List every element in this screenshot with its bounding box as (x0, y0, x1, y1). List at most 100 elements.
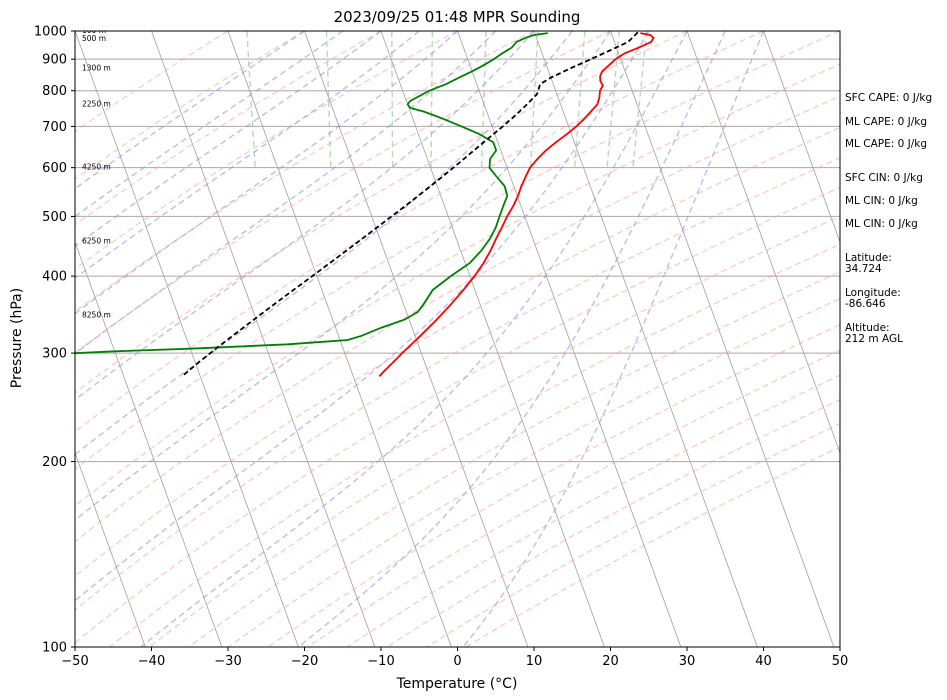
y-tick-label: 700 (42, 120, 67, 135)
isotherm (227, 31, 452, 647)
y-tick-label: 500 (42, 210, 67, 225)
mixing-ratio-line (574, 31, 586, 168)
x-tick-label: 50 (832, 654, 849, 669)
dry-adiabat (75, 63, 840, 507)
y-axis-label: Pressure (hPa) (9, 288, 25, 388)
x-tick-label: −20 (291, 654, 318, 669)
latitude-label: Latitude: (845, 252, 892, 264)
dry-adiabat (188, 271, 840, 647)
mixing-ratio-line (480, 31, 487, 168)
dry-adiabat (75, 31, 305, 180)
ml-cin-label-2: ML CIN: 0 J/kg (845, 218, 918, 230)
height-label: 1300 m (82, 63, 111, 72)
mixing-ratio-line (325, 31, 332, 168)
dry-adiabat (75, 31, 229, 133)
longitude-label: Longitude: (845, 287, 901, 299)
height-label: 4250 m (82, 163, 111, 172)
sfc-cape-label: SFC CAPE: 0 J/kg (845, 92, 933, 104)
isotherm (75, 31, 299, 647)
moist-adiabat (462, 31, 765, 647)
dry-adiabat (75, 95, 840, 543)
ml-cin-label: ML CIN: 0 J/kg (845, 195, 918, 207)
dry-adiabat (148, 243, 840, 647)
moist-adiabat (75, 31, 420, 280)
x-tick-label: −30 (214, 654, 241, 669)
mixing-ratio-line (606, 31, 620, 168)
x-tick-label: −40 (138, 654, 165, 669)
sfc-cin-label: SFC CIN: 0 J/kg (845, 172, 923, 184)
dry-adiabat (307, 349, 840, 647)
moist-adiabat (75, 31, 573, 456)
mixing-ratio-line (529, 31, 539, 168)
altitude-label: Altitude: (845, 322, 890, 334)
x-tick-label: 30 (679, 654, 696, 669)
y-tick-label: 600 (42, 161, 67, 176)
ml-cape-label-2: ML CAPE: 0 J/kg (845, 138, 928, 150)
mixing-ratio-line (391, 31, 394, 168)
y-tick-label: 900 (42, 53, 67, 68)
altitude-value: 212 m AGL (845, 333, 903, 345)
height-label: 2250 m (82, 99, 111, 108)
dry-adiabat (346, 374, 840, 647)
moist-adiabat (75, 31, 535, 401)
isotherm (610, 31, 835, 647)
moist-adiabat (75, 31, 344, 218)
isotherm (763, 31, 840, 244)
dry-adiabat (109, 215, 840, 647)
dry-adiabat (75, 31, 611, 354)
isotherm (151, 31, 376, 647)
moist-adiabat (297, 31, 726, 647)
dry-adiabat (75, 31, 840, 471)
x-tick-label: −10 (367, 654, 394, 669)
ml-cape-label: ML CAPE: 0 J/kg (845, 116, 928, 128)
x-tick-label: 40 (755, 654, 772, 669)
moist-adiabat (140, 31, 688, 647)
dry-adiabat (227, 297, 840, 647)
dry-adiabat (75, 31, 458, 270)
isotherm (686, 31, 840, 455)
temperature-line (378, 32, 655, 378)
height-label: 100 m (82, 26, 106, 35)
dry-adiabat (75, 126, 840, 577)
x-tick-label: 20 (602, 654, 619, 669)
mixing-ratio-line (632, 31, 648, 168)
height-label: 8250 m (82, 311, 111, 320)
dry-adiabat (75, 157, 840, 611)
moist-adiabat (75, 31, 650, 602)
moist-adiabat (75, 31, 612, 522)
mixing-ratio-line (430, 31, 434, 168)
isotherm (75, 451, 146, 647)
parcel-line (181, 31, 639, 378)
isotherm (380, 31, 605, 647)
dry-adiabat (75, 31, 535, 313)
dry-adiabat (75, 186, 840, 644)
dry-adiabat (75, 31, 382, 226)
moist-adiabat (75, 31, 382, 248)
chart-title: 2023/09/25 01:48 MPR Sounding (334, 8, 581, 26)
x-axis-label: Temperature (°C) (396, 676, 518, 692)
x-tick-label: −50 (61, 654, 88, 669)
height-label: 500 m (82, 34, 106, 43)
isotherm (75, 240, 223, 647)
y-tick-label: 800 (42, 84, 67, 99)
x-tick-label: 0 (453, 654, 461, 669)
dry-adiabat (75, 31, 764, 433)
axis-ticks: −50 −40 −30 −20 −10 0 10 20 30 40 50 100 200 300 400 50… (34, 25, 848, 670)
isotherm (533, 31, 758, 647)
x-tick-label: 10 (526, 654, 543, 669)
y-tick-label: 1000 (34, 25, 67, 40)
dewpoint-line (75, 32, 548, 355)
latitude-value: 34.724 (845, 263, 882, 275)
y-tick-label: 400 (42, 270, 67, 285)
moist-adiabat (75, 31, 458, 315)
dry-adiabat (75, 31, 688, 394)
isotherm (457, 31, 682, 647)
height-label: 6250 m (82, 237, 111, 246)
moist-adiabat (75, 31, 497, 355)
y-tick-label: 100 (42, 641, 67, 656)
y-tick-label: 300 (42, 347, 67, 362)
mixing-ratio-line (246, 31, 256, 168)
